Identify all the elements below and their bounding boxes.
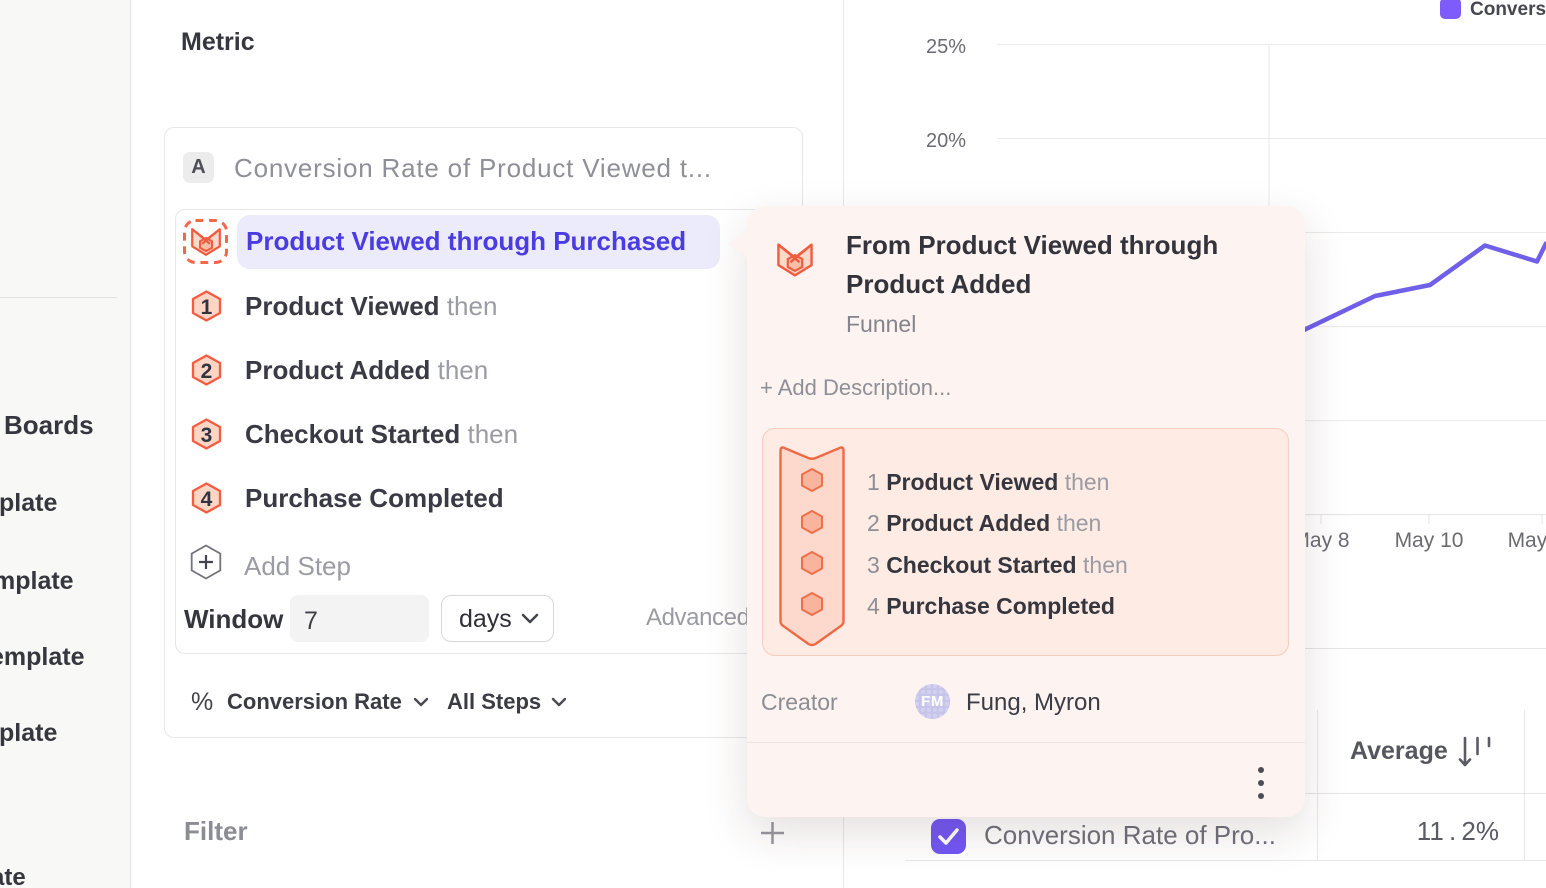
svg-text:3: 3 bbox=[201, 424, 213, 447]
svg-text:1: 1 bbox=[201, 296, 213, 319]
svg-text:2: 2 bbox=[201, 360, 213, 383]
svg-text:4: 4 bbox=[201, 488, 213, 511]
